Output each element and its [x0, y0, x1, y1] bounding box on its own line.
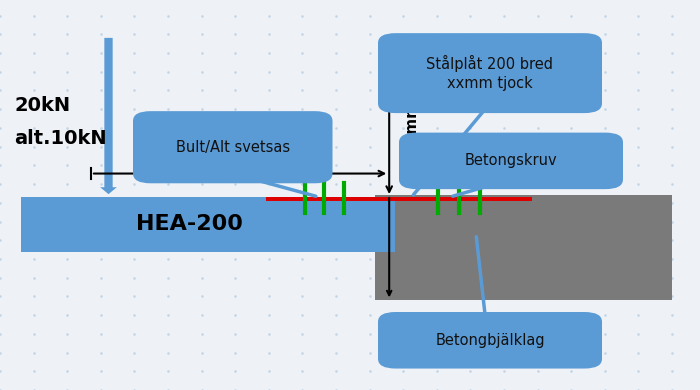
Text: alt.10kN: alt.10kN — [14, 129, 106, 148]
Text: Betongskruv: Betongskruv — [465, 153, 557, 168]
FancyBboxPatch shape — [374, 195, 672, 300]
FancyBboxPatch shape — [378, 312, 602, 369]
Text: HEA-200: HEA-200 — [136, 214, 242, 234]
Text: 20kN: 20kN — [14, 96, 70, 115]
FancyBboxPatch shape — [399, 133, 623, 189]
Text: Bult/Alt svetsas: Bult/Alt svetsas — [176, 140, 290, 155]
FancyBboxPatch shape — [266, 197, 532, 201]
FancyBboxPatch shape — [378, 33, 602, 113]
Text: Betongbjälklag: Betongbjälklag — [435, 333, 545, 348]
FancyBboxPatch shape — [133, 111, 332, 183]
Text: 250 mm: 250 mm — [405, 102, 419, 171]
FancyBboxPatch shape — [21, 197, 395, 252]
Text: Stålplåt 200 bred
xxmm tjock: Stålplåt 200 bred xxmm tjock — [426, 55, 554, 91]
Text: 1,300 mm: 1,300 mm — [222, 148, 314, 166]
